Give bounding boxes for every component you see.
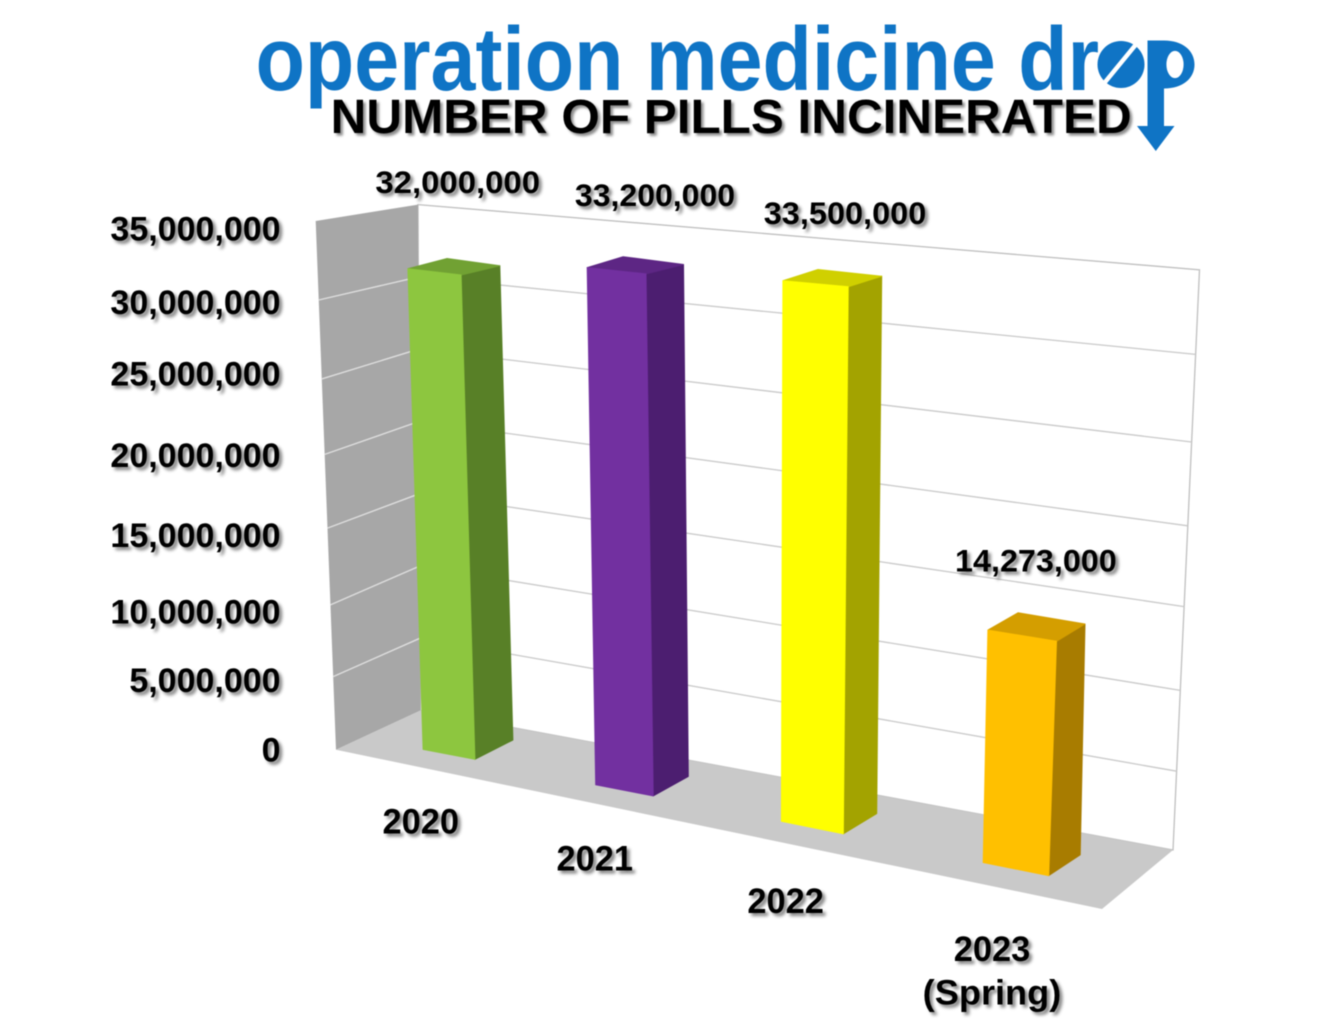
svg-text:2021: 2021 [557,838,634,878]
svg-text:10,000,000: 10,000,000 [110,593,280,631]
svg-text:33,500,000: 33,500,000 [764,195,927,231]
svg-text:15,000,000: 15,000,000 [110,517,280,555]
svg-text:2023: 2023 [954,929,1031,969]
svg-text:20,000,000: 20,000,000 [110,437,280,475]
svg-text:33,200,000: 33,200,000 [575,177,735,213]
svg-text:5,000,000: 5,000,000 [129,662,280,700]
svg-text:25,000,000: 25,000,000 [110,356,280,394]
svg-text:2022: 2022 [747,881,824,921]
svg-text:operation medicine dr: operation medicine dr [256,10,1099,110]
svg-text:2020: 2020 [383,802,460,842]
svg-text:32,000,000: 32,000,000 [375,164,540,200]
svg-text:35,000,000: 35,000,000 [110,210,280,248]
svg-text:14,273,000: 14,273,000 [955,543,1117,579]
svg-text:0: 0 [262,731,281,769]
svg-text:30,000,000: 30,000,000 [110,284,280,322]
svg-text:(Spring): (Spring) [923,973,1062,1013]
svg-text:NUMBER OF PILLS INCINERATED: NUMBER OF PILLS INCINERATED [331,90,1132,144]
